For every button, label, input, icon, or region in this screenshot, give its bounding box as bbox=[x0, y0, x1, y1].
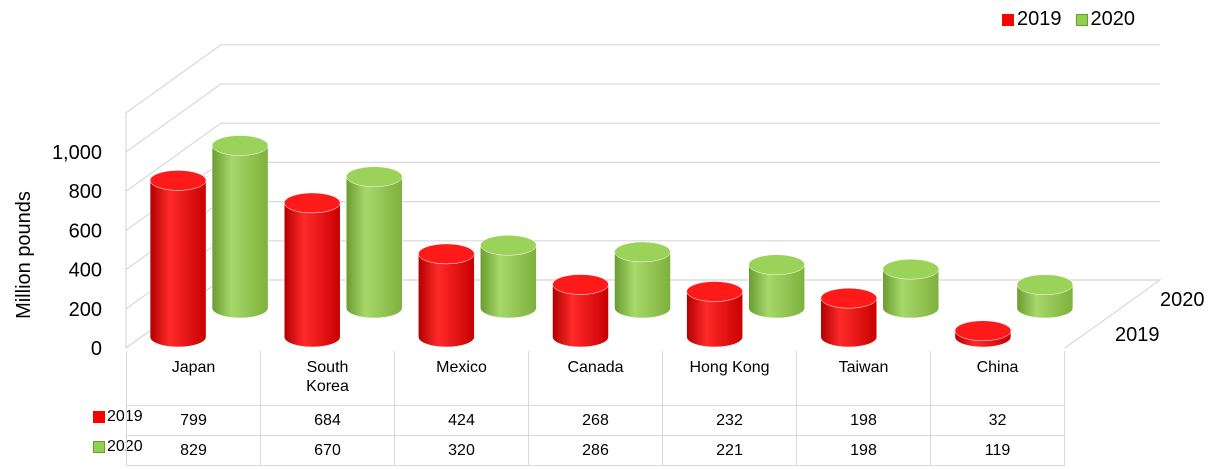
table-cell-2020: 829 bbox=[126, 435, 261, 466]
y-tick-label: 400 bbox=[69, 260, 102, 282]
bar-2019 bbox=[418, 243, 475, 348]
table-swatch-2019 bbox=[93, 411, 105, 423]
depth-label-2020: 2020 bbox=[1160, 289, 1205, 311]
legend: 2019 2020 bbox=[1002, 8, 1135, 31]
y-axis-ticks: 0 200 400 600 800 1,000 bbox=[52, 142, 102, 360]
y-tick-label: 200 bbox=[69, 299, 102, 321]
table-category-label: Japan bbox=[126, 351, 261, 406]
gridline-diagonal bbox=[125, 83, 222, 153]
table-cell-2019: 32 bbox=[930, 405, 1065, 436]
series-2019 bbox=[149, 170, 1012, 348]
gridline-diagonal bbox=[125, 122, 222, 192]
table-category-label: South Korea bbox=[260, 351, 395, 406]
y-tick-label: 0 bbox=[91, 338, 102, 360]
legend-item-2020: 2020 bbox=[1075, 8, 1136, 31]
legend-label-2019: 2019 bbox=[1017, 8, 1062, 30]
table-cell-2019: 232 bbox=[662, 405, 797, 436]
bar-2020 bbox=[480, 235, 537, 319]
bar-2019 bbox=[149, 170, 207, 348]
table-category-label: Hong Kong bbox=[662, 351, 797, 406]
data-table-row-2019: 799 684 424 268 232 198 32 bbox=[126, 405, 1065, 436]
bar-2019 bbox=[552, 274, 609, 348]
series-2020 bbox=[211, 135, 1074, 319]
bar-2020 bbox=[1016, 274, 1074, 319]
table-category-label: Mexico bbox=[394, 351, 529, 406]
y-axis-label: Million pounds bbox=[13, 191, 35, 319]
bar-2019 bbox=[820, 287, 878, 348]
y-tick-label: 800 bbox=[69, 181, 102, 203]
table-cell-2020: 286 bbox=[528, 435, 663, 466]
data-table-row-2020: 829 670 320 286 221 198 119 bbox=[126, 435, 1065, 466]
legend-swatch-2019 bbox=[1002, 13, 1014, 26]
gridline-diagonal bbox=[125, 44, 222, 114]
y-tick-label: 1,000 bbox=[52, 142, 102, 164]
bar-2020 bbox=[614, 241, 671, 319]
table-category-label: China bbox=[930, 351, 1065, 406]
table-cell-2019: 424 bbox=[394, 405, 529, 436]
table-cell-2019: 198 bbox=[796, 405, 931, 436]
legend-swatch-2020 bbox=[1075, 13, 1088, 26]
bar-2020 bbox=[748, 254, 805, 319]
table-cell-2020: 119 bbox=[930, 435, 1065, 466]
table-cell-2019: 684 bbox=[260, 405, 395, 436]
table-category-label: Taiwan bbox=[796, 351, 931, 406]
data-table-header-row: Japan South Korea Mexico Canada Hong Kong Taiw… bbox=[126, 351, 1065, 406]
y-tick-label: 600 bbox=[69, 220, 102, 242]
bar-2020 bbox=[882, 258, 940, 319]
depth-label-2019: 2019 bbox=[1115, 324, 1160, 346]
bar-2019 bbox=[686, 281, 743, 348]
table-swatch-2020 bbox=[93, 441, 105, 453]
table-cell-2020: 198 bbox=[796, 435, 931, 466]
table-cell-2020: 221 bbox=[662, 435, 797, 466]
table-cell-2020: 320 bbox=[394, 435, 529, 466]
table-cell-2019: 799 bbox=[126, 405, 261, 436]
bar-2020 bbox=[211, 135, 269, 319]
legend-label-2020: 2020 bbox=[1090, 8, 1136, 30]
table-category-label: Canada bbox=[528, 351, 663, 406]
table-cell-2019: 268 bbox=[528, 405, 663, 436]
bar-2019 bbox=[283, 192, 341, 348]
table-cell-2020: 670 bbox=[260, 435, 395, 466]
data-table: Japan South Korea Mexico Canada Hong Kong Taiw… bbox=[126, 351, 1065, 466]
legend-item-2019: 2019 bbox=[1002, 8, 1062, 31]
bar-2019 bbox=[954, 320, 1012, 348]
bar-2020 bbox=[345, 166, 403, 319]
